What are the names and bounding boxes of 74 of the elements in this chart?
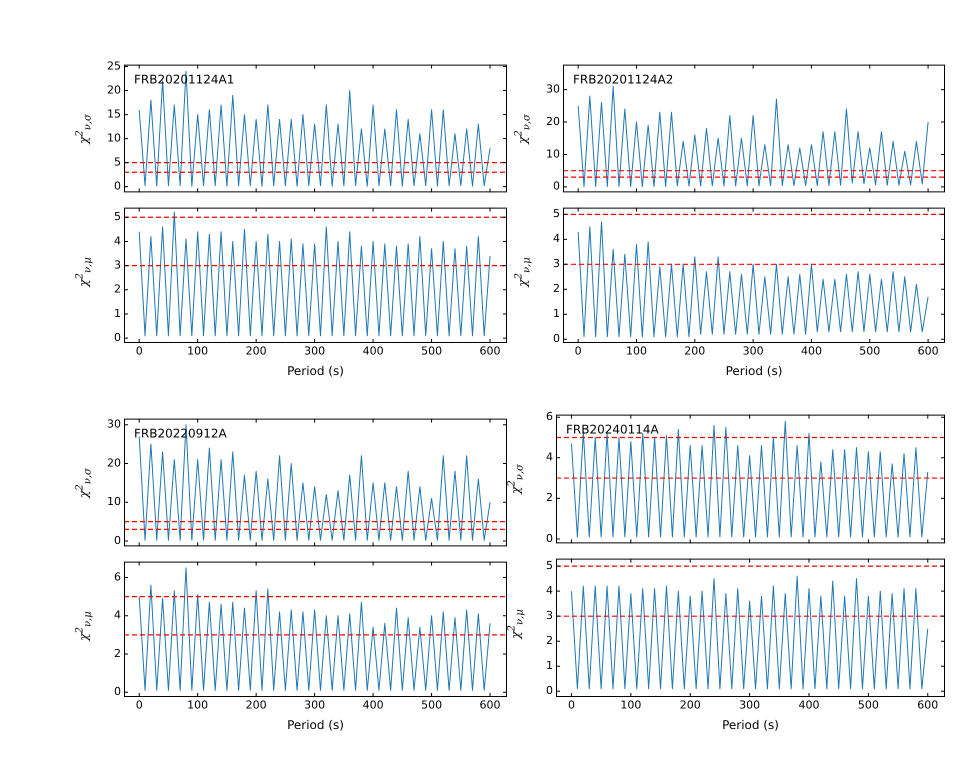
y-tick-label: 10: [546, 147, 560, 160]
y-tick-label: 3: [114, 258, 121, 272]
y-tick-label: 0: [546, 684, 553, 698]
y-tick-label: 0: [114, 534, 121, 547]
x-tick-label: 400: [798, 698, 820, 712]
x-tick-label: 300: [304, 344, 326, 358]
y-tick-label: 5: [546, 558, 553, 572]
y-tick-label: 1: [114, 306, 121, 320]
x-tick-label: 100: [626, 344, 647, 358]
y-tick-label: 0: [546, 532, 553, 545]
y-tick-label: 2: [546, 634, 553, 648]
y-tick-label: 4: [114, 608, 121, 622]
x-tick-label: 200: [680, 698, 701, 712]
y-tick-label: 2: [114, 282, 121, 296]
x-tick-label: 200: [246, 698, 267, 712]
y-tick-label: 30: [546, 82, 560, 96]
x-tick-label: 500: [421, 698, 442, 712]
x-tick-label: 600: [918, 344, 939, 358]
y-tick-label: 4: [553, 232, 560, 246]
y-tick-label: 0: [553, 180, 560, 193]
y-tick-label: 0: [114, 685, 121, 698]
x-tick-label: 100: [187, 344, 208, 358]
x-tick-label: 300: [304, 698, 326, 712]
y-tick-label: 15: [107, 107, 121, 120]
x-tick-label: 500: [421, 344, 442, 358]
x-tick-label: 400: [362, 698, 384, 712]
x-tick-label: 400: [362, 344, 384, 358]
y-tick-label: 2: [553, 282, 560, 296]
x-tick-label: 100: [187, 698, 208, 712]
x-tick-label: 300: [742, 344, 764, 358]
x-tick-label: 600: [480, 344, 501, 358]
y-tick-label: 20: [107, 456, 121, 470]
y-tick-label: 5: [114, 210, 121, 224]
x-tick-label: 100: [620, 698, 642, 712]
y-tick-label: 6: [114, 570, 121, 584]
y-tick-label: 0: [114, 331, 121, 344]
x-tick-label: 0: [136, 698, 143, 712]
x-tick-label: 400: [800, 344, 822, 358]
y-tick-label: 10: [107, 131, 121, 144]
y-tick-label: 5: [114, 155, 121, 168]
y-tick-label: 20: [107, 83, 121, 96]
x-axis-title: Period (s): [726, 364, 782, 378]
annotation: FRB20201124A2: [573, 72, 674, 87]
x-tick-label: 0: [574, 344, 582, 358]
annotation: FRB20240114A: [566, 422, 660, 437]
x-tick-label: 600: [917, 698, 938, 712]
y-tick-label: 3: [553, 257, 560, 270]
y-tick-label: 2: [114, 646, 121, 660]
y-tick-label: 0: [553, 332, 560, 346]
y-tick-label: 10: [107, 495, 121, 508]
y-tick-label: 3: [546, 609, 553, 622]
y-tick-label: 5: [553, 207, 560, 220]
x-tick-label: 200: [246, 344, 267, 358]
y-tick-label: 1: [546, 659, 553, 672]
y-tick-label: 1: [553, 307, 560, 320]
y-tick-label: 2: [546, 491, 553, 504]
x-tick-label: 300: [739, 698, 760, 712]
y-tick-label: 30: [107, 418, 121, 431]
y-tick-label: 25: [107, 59, 121, 72]
x-axis-title: Period (s): [287, 364, 344, 378]
y-tick-label: 4: [546, 584, 553, 597]
x-tick-label: 200: [684, 344, 706, 358]
x-tick-label: 600: [480, 698, 501, 712]
y-tick-label: 6: [546, 410, 553, 424]
x-tick-label: 0: [136, 344, 143, 358]
x-tick-label: 0: [568, 698, 575, 712]
x-tick-label: 500: [858, 698, 879, 712]
x-axis-title: Period (s): [287, 718, 344, 732]
x-tick-label: 500: [859, 344, 880, 358]
y-tick-label: 20: [546, 114, 560, 128]
y-tick-label: 4: [114, 234, 121, 248]
y-tick-label: 4: [546, 450, 553, 464]
y-tick-label: 0: [114, 179, 121, 192]
x-axis-title: Period (s): [722, 718, 779, 732]
